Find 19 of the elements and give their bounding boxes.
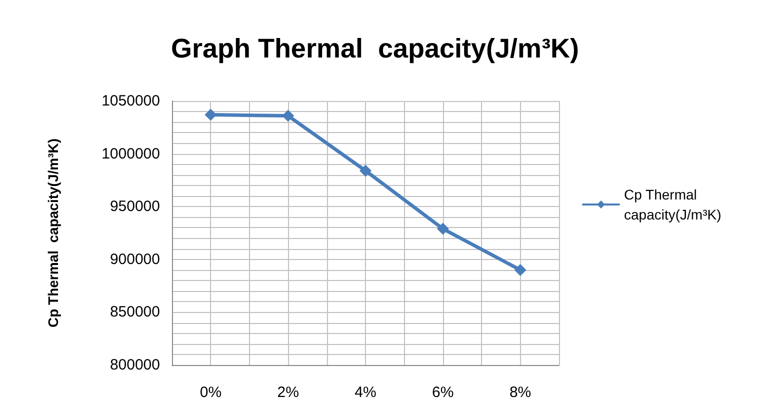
y-tick-label: 950000 [110, 198, 160, 216]
chart-title: Graph Thermal capacity(J/m³K) [170, 34, 580, 64]
y-tick-label: 850000 [110, 304, 160, 321]
point [204, 108, 217, 121]
y-tick-label: 900000 [110, 250, 160, 268]
y-tick-label: 1000000 [102, 145, 160, 162]
x-tick-label: 8% [509, 384, 532, 401]
point [282, 110, 294, 122]
point [360, 164, 372, 177]
x-tick-label: 0% [200, 384, 222, 401]
x-tick-label: 4% [354, 384, 376, 401]
point [514, 264, 526, 276]
y-axis-title: Cp Thermal capacity(J/m³K) [45, 138, 61, 328]
x-tick-label: 2% [277, 384, 299, 401]
point [436, 222, 449, 235]
y-tick-label: 800000 [110, 356, 160, 374]
legend-label: Cp Thermal capacity(J/m³K) [624, 186, 722, 222]
y-tick-label: 1050000 [102, 92, 160, 110]
x-tick-label: 6% [432, 384, 454, 401]
